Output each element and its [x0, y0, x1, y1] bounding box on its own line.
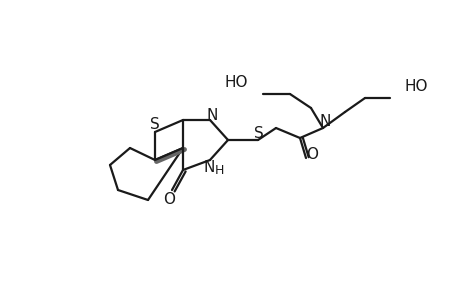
Text: H: H: [214, 164, 223, 176]
Text: O: O: [305, 146, 317, 161]
Text: HO: HO: [404, 79, 428, 94]
Text: S: S: [253, 125, 263, 140]
Text: N: N: [203, 160, 214, 175]
Text: N: N: [319, 113, 330, 128]
Text: O: O: [162, 191, 174, 206]
Text: N: N: [206, 107, 217, 122]
Text: S: S: [150, 116, 160, 131]
Text: HO: HO: [224, 74, 247, 89]
